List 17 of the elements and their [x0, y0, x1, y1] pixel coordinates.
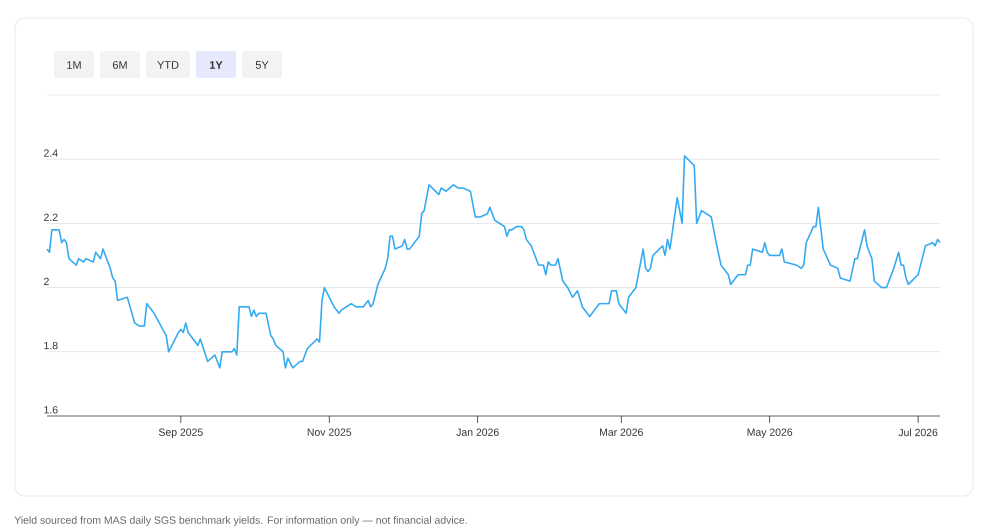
x-tick-label: Sep 2025 — [158, 428, 203, 438]
text: 1Y — [210, 61, 223, 69]
x-tick-label: Nov 2025 — [308, 428, 352, 436]
y-tick-label: 2.4 — [44, 149, 58, 157]
y-tick-label: 1.8 — [44, 342, 58, 350]
text: Yield sourced from MAS daily SGS benchmark yields. For information only — not financial advice. — [14, 516, 467, 526]
text: 6M — [112, 61, 127, 69]
text: 1M — [67, 61, 81, 69]
x-tick-label: Mar 2026 — [600, 428, 643, 436]
x-tick-label: Jul 2026 — [898, 428, 938, 436]
text: 5Y — [256, 61, 268, 69]
y-tick-label: 2.2 — [44, 214, 58, 221]
y-tick-label: 2 — [44, 278, 49, 286]
text: YTD — [157, 61, 178, 69]
y-tick-label: 1.6 — [44, 406, 58, 414]
x-tick-label: Jan 2026 — [456, 428, 499, 436]
x-tick-label: May 2026 — [748, 428, 792, 438]
